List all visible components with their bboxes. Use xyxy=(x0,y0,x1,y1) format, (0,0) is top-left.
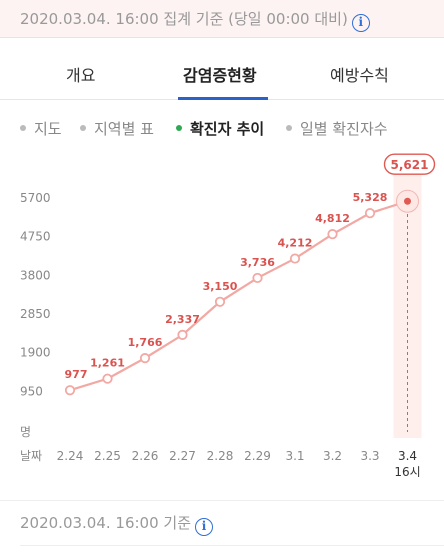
data-point xyxy=(64,385,76,396)
x-tick-label: 2.29 xyxy=(244,449,271,463)
x-tick-label: 3.3 xyxy=(360,449,379,463)
info-icon[interactable]: i xyxy=(195,518,214,536)
data-point xyxy=(102,373,113,384)
subtab-trend[interactable]: 확진자 추이 xyxy=(176,118,264,139)
x-tick-sublabel: 16시 xyxy=(394,465,420,479)
x-tick-label: 2.28 xyxy=(207,449,234,463)
data-label: 3,150 xyxy=(203,280,238,293)
series-line xyxy=(69,200,408,392)
x-tick-label: 2.25 xyxy=(94,449,121,463)
active-tab-indicator xyxy=(178,97,268,100)
footer-timestamp: 2020.03.04. 16:00 기준 i xyxy=(20,512,214,536)
x-tick-label: 3.4 xyxy=(398,449,417,463)
bullet-icon xyxy=(176,125,182,131)
y-tick-label: 950 xyxy=(20,384,43,398)
info-icon[interactable]: i xyxy=(351,14,370,32)
data-point xyxy=(252,272,263,284)
confirmed-cases-line-chart: 57004750380028501900950명날짜9771,2611,7662… xyxy=(20,153,436,479)
bullet-icon xyxy=(80,125,86,131)
data-point xyxy=(289,253,301,264)
data-label: 4,812 xyxy=(315,212,350,225)
data-point xyxy=(364,208,376,219)
x-tick-label: 2.24 xyxy=(57,449,84,463)
x-tick-label: 2.26 xyxy=(132,449,159,463)
data-point xyxy=(327,229,338,240)
x-unit-label: 날짜 xyxy=(20,449,42,463)
tab-infection-status[interactable]: 감염증현황 xyxy=(183,66,257,85)
y-unit-label: 명 xyxy=(20,425,31,439)
data-label: 2,337 xyxy=(165,313,200,326)
data-label: 1,766 xyxy=(128,336,163,349)
data-label: 3,736 xyxy=(240,256,275,269)
x-tick-label: 2.27 xyxy=(169,449,196,463)
divider xyxy=(20,545,444,546)
footer-bar: 2020.03.04. 16:00 기준 i xyxy=(0,500,444,558)
data-point xyxy=(214,296,226,307)
highlight-value-badge xyxy=(383,153,436,175)
main-tabs: 개요 감염증현황 예방수칙 xyxy=(0,44,444,100)
data-point xyxy=(139,353,151,364)
y-tick-label: 1900 xyxy=(20,346,51,360)
tab-prevention[interactable]: 예방수칙 xyxy=(330,66,389,85)
y-tick-label: 4750 xyxy=(20,230,51,244)
chart-subtabs: 지도 지역별 표 확진자 추이 일별 확진자수 xyxy=(0,118,444,144)
x-tick-label: 3.1 xyxy=(285,449,304,463)
y-tick-label: 5700 xyxy=(20,191,51,205)
data-label: 4,212 xyxy=(278,237,313,250)
data-label: 5,328 xyxy=(353,191,388,204)
data-label: 977 xyxy=(65,368,88,381)
subtab-region-table[interactable]: 지역별 표 xyxy=(80,118,154,139)
data-label: 1,261 xyxy=(90,357,125,370)
data-point xyxy=(177,329,188,340)
bullet-icon xyxy=(20,125,26,131)
subtab-daily[interactable]: 일별 확진자수 xyxy=(286,118,388,139)
y-tick-label: 3800 xyxy=(20,268,51,282)
update-banner: 2020.03.04. 16:00 집계 기준 (당일 00:00 대비) i xyxy=(0,0,444,38)
bullet-icon xyxy=(286,125,292,131)
x-tick-label: 3.2 xyxy=(323,449,342,463)
update-timestamp: 2020.03.04. 16:00 집계 기준 (당일 00:00 대비) i xyxy=(20,8,370,32)
y-tick-label: 2850 xyxy=(20,307,51,321)
tab-overview[interactable]: 개요 xyxy=(66,66,96,85)
data-label: 5,621 xyxy=(391,158,429,172)
highlight-marker xyxy=(404,197,411,205)
subtab-map[interactable]: 지도 xyxy=(20,118,62,139)
